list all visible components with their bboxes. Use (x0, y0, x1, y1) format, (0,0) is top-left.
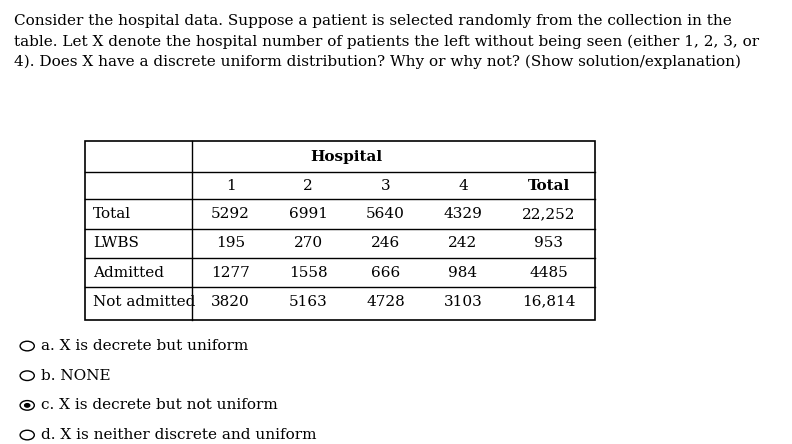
Text: 246: 246 (371, 236, 400, 250)
Text: 984: 984 (448, 266, 478, 280)
Text: 3820: 3820 (211, 295, 250, 309)
Text: 5292: 5292 (211, 207, 250, 221)
Text: Total: Total (93, 207, 131, 221)
Text: 3103: 3103 (444, 295, 482, 309)
Text: Not admitted: Not admitted (93, 295, 196, 309)
Text: 2: 2 (303, 179, 313, 193)
Text: d. X is neither discrete and uniform: d. X is neither discrete and uniform (41, 428, 317, 442)
Text: 5640: 5640 (366, 207, 405, 221)
Text: 4485: 4485 (529, 266, 568, 280)
Text: 1558: 1558 (289, 266, 327, 280)
Text: 22,252: 22,252 (522, 207, 575, 221)
Text: LWBS: LWBS (93, 236, 139, 250)
Text: 5163: 5163 (288, 295, 327, 309)
Text: 1: 1 (226, 179, 235, 193)
Text: 242: 242 (448, 236, 478, 250)
Text: Total: Total (527, 179, 569, 193)
Text: b. NONE: b. NONE (41, 369, 111, 383)
Text: 195: 195 (216, 236, 246, 250)
Text: 1277: 1277 (211, 266, 250, 280)
Text: 953: 953 (534, 236, 563, 250)
Text: 4728: 4728 (366, 295, 405, 309)
Text: c. X is decrete but not uniform: c. X is decrete but not uniform (41, 398, 278, 412)
Text: 3: 3 (381, 179, 390, 193)
Text: Hospital: Hospital (310, 150, 383, 164)
Text: 16,814: 16,814 (522, 295, 575, 309)
Text: 666: 666 (371, 266, 400, 280)
Text: 270: 270 (294, 236, 322, 250)
Text: 4329: 4329 (444, 207, 482, 221)
Text: 6991: 6991 (288, 207, 328, 221)
Text: Admitted: Admitted (93, 266, 164, 280)
Text: 4: 4 (458, 179, 468, 193)
Circle shape (25, 404, 30, 407)
Text: Consider the hospital data. Suppose a patient is selected randomly from the coll: Consider the hospital data. Suppose a pa… (14, 15, 760, 69)
Text: a. X is decrete but uniform: a. X is decrete but uniform (41, 339, 249, 353)
